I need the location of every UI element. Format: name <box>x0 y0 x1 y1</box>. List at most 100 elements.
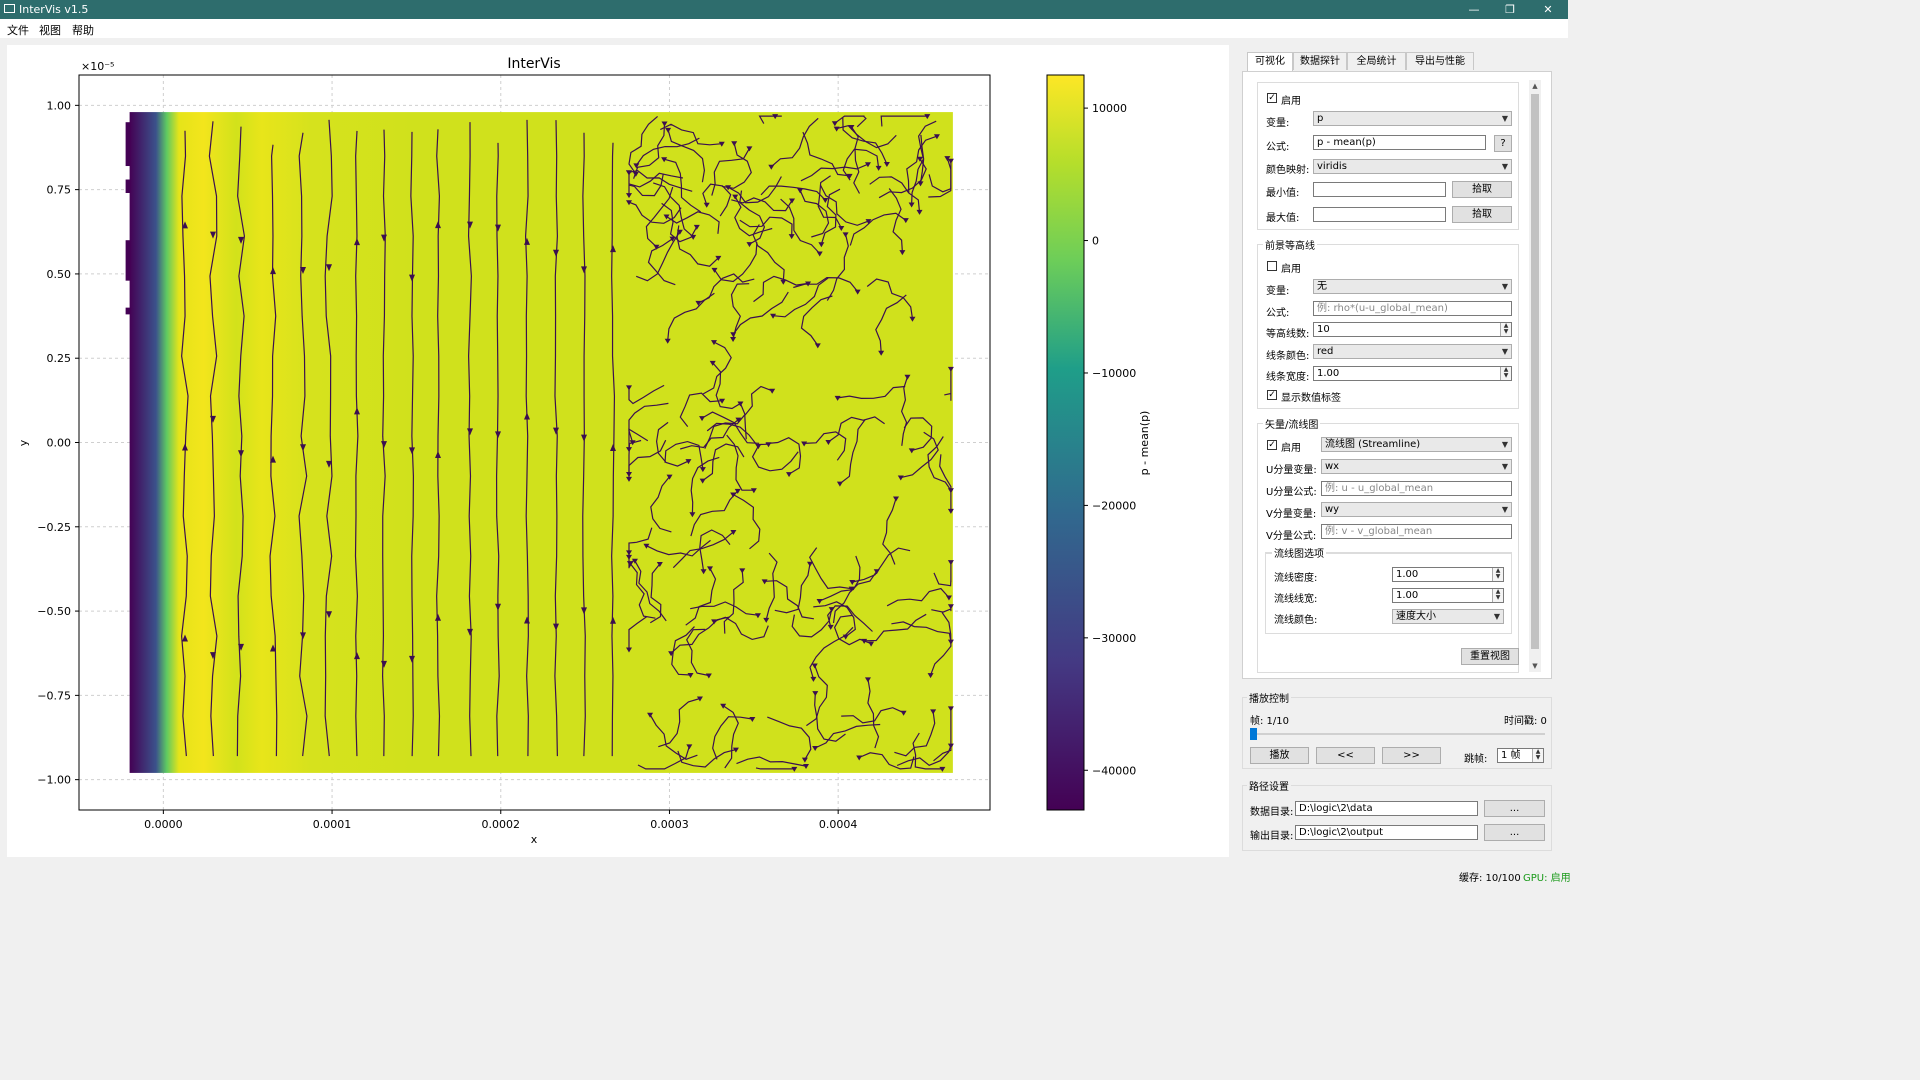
colormap-select[interactable]: viridis ▼ <box>1313 159 1512 174</box>
show-labels-checkbox[interactable]: ✓ <box>1267 390 1277 400</box>
restore-button[interactable]: ❐ <box>1505 3 1515 16</box>
min-value-input[interactable] <box>1313 182 1446 197</box>
streamline-arrow <box>626 647 632 653</box>
minimize-button[interactable]: — <box>1468 3 1480 16</box>
streamline <box>772 277 829 318</box>
browse-output-button[interactable]: ... <box>1484 824 1545 841</box>
u-formula-input[interactable]: 例: u - u_global_mean <box>1321 481 1512 496</box>
scroll-up-icon[interactable]: ▲ <box>1532 82 1538 90</box>
streamline-arrow <box>689 512 696 518</box>
streamline <box>852 547 911 583</box>
streamline <box>663 158 702 213</box>
plot-canvas[interactable]: 0.0000 0.0001 0.0002 0.0003 0.0004 1.00 0.75 0.… <box>7 45 1229 857</box>
skip-spinbox[interactable]: 1 帧 ▲ ▼ <box>1497 748 1544 763</box>
spin-arrows-icon[interactable]: ▲ ▼ <box>1500 367 1511 380</box>
menu-view[interactable]: 视图 <box>39 24 61 37</box>
streamline <box>836 125 897 149</box>
x-tick-label: 0.0004 <box>819 818 858 831</box>
data-dir-input[interactable]: D:\logic\2\data <box>1295 801 1478 816</box>
contour-formula-input[interactable]: 例: rho*(u-u_global_mean) <box>1313 301 1512 316</box>
streamline-arrow <box>381 441 387 449</box>
tab-global-stats[interactable]: 全局统计 <box>1347 52 1406 70</box>
streamline-arrow <box>849 580 856 586</box>
bg-enable-checkbox[interactable]: ✓ <box>1267 93 1277 103</box>
chevron-down-icon: ▼ <box>1501 505 1508 514</box>
v-formula-label: V分量公式: <box>1266 531 1317 542</box>
tab-data-probe[interactable]: 数据探针 <box>1293 52 1347 70</box>
streamline-arrow <box>816 599 823 605</box>
output-dir-input[interactable]: D:\logic\2\output <box>1295 825 1478 840</box>
line-width-spinbox[interactable]: 1.00 ▲ ▼ <box>1313 366 1512 381</box>
vector-mode-select[interactable]: 流线图 (Streamline) ▼ <box>1321 437 1512 452</box>
streamline <box>800 295 833 346</box>
menu-file[interactable]: 文件 <box>7 24 29 37</box>
colorbar-tick-label: 10000 <box>1092 102 1127 115</box>
pick-min-button[interactable]: 拾取 <box>1452 181 1512 198</box>
app-icon <box>4 4 15 13</box>
bg-var-select[interactable]: p ▼ <box>1313 111 1512 126</box>
contour-enable-checkbox[interactable] <box>1267 261 1277 271</box>
streamline <box>900 431 939 479</box>
streamline-arrow <box>801 757 808 763</box>
streamline <box>896 745 952 767</box>
formula-help-button[interactable]: ? <box>1494 135 1512 152</box>
stream-width-spinbox[interactable]: 1.00 ▲ ▼ <box>1392 588 1504 603</box>
streamline-arrow <box>807 561 814 567</box>
vector-enable-checkbox[interactable]: ✓ <box>1267 440 1277 450</box>
v-formula-input[interactable]: 例: v - v_global_mean <box>1321 524 1512 539</box>
streamline-arrow <box>626 193 632 199</box>
streamline-arrow <box>834 395 841 401</box>
spin-arrows-icon[interactable]: ▲ ▼ <box>1492 589 1503 602</box>
contour-var-select[interactable]: 无 ▼ <box>1313 279 1512 294</box>
tab-visualization[interactable]: 可视化 <box>1247 52 1293 72</box>
u-var-select[interactable]: wx ▼ <box>1321 459 1512 474</box>
streamline-arrow <box>707 566 714 572</box>
streamline-arrow <box>831 121 838 127</box>
menu-help[interactable]: 帮助 <box>72 24 94 37</box>
max-value-input[interactable] <box>1313 207 1446 222</box>
stream-density-spinbox[interactable]: 1.00 ▲ ▼ <box>1392 567 1504 582</box>
background-group <box>1257 82 1519 230</box>
next-frame-button[interactable]: >> <box>1382 747 1441 764</box>
reset-view-button[interactable]: 重置视图 <box>1461 648 1519 665</box>
bg-formula-input[interactable]: p - mean(p) <box>1313 135 1486 150</box>
tab-export-performance[interactable]: 导出与性能 <box>1406 52 1474 70</box>
streamline <box>900 376 909 446</box>
streamline-arrow <box>816 251 823 257</box>
close-button[interactable]: ✕ <box>1543 3 1553 16</box>
v-var-select[interactable]: wy ▼ <box>1321 502 1512 517</box>
streamline-arrow <box>780 279 787 285</box>
line-color-select[interactable]: red ▼ <box>1313 344 1512 359</box>
prev-frame-button[interactable]: << <box>1316 747 1375 764</box>
plot-svg[interactable]: 0.0000 0.0001 0.0002 0.0003 0.0004 1.00 0.75 0.… <box>7 45 1229 857</box>
streamline-arrow <box>626 476 632 482</box>
status-bar: 缓存: 10/100 GPU: 启用 <box>0 866 1571 884</box>
streamline <box>690 601 759 616</box>
spin-arrows-icon[interactable]: ▲ ▼ <box>1500 323 1511 336</box>
cmap-label: 颜色映射: <box>1266 165 1310 176</box>
spin-arrows-icon[interactable]: ▲ ▼ <box>1532 749 1543 762</box>
streamline <box>827 605 873 632</box>
streamline-arrow <box>663 214 670 220</box>
play-button[interactable]: 播放 <box>1250 747 1309 764</box>
scrollbar-thumb[interactable] <box>1531 94 1539 649</box>
browse-data-button[interactable]: ... <box>1484 800 1545 817</box>
output-dir-label: 输出目录: <box>1250 831 1294 842</box>
streamline-arrow <box>947 560 954 566</box>
panel-scrollbar[interactable]: ▲ ▼ <box>1529 80 1541 672</box>
stream-color-select[interactable]: 速度大小 ▼ <box>1392 609 1504 624</box>
streamline <box>867 679 880 749</box>
streamlines <box>181 114 954 772</box>
streamline-arrow <box>711 619 718 625</box>
spin-arrows-icon[interactable]: ▲ ▼ <box>1492 568 1503 581</box>
streamline-arrow <box>754 613 761 619</box>
frame-slider-handle[interactable] <box>1250 728 1257 740</box>
pick-max-button[interactable]: 拾取 <box>1452 206 1512 223</box>
contour-levels-spinbox[interactable]: 10 ▲ ▼ <box>1313 322 1512 337</box>
streamline-arrow <box>947 639 954 645</box>
scroll-down-icon[interactable]: ▼ <box>1532 662 1538 670</box>
streamline <box>770 117 819 168</box>
streamline-arrow <box>524 616 530 624</box>
frame-slider-track[interactable] <box>1250 733 1545 735</box>
streamline-arrow <box>801 441 808 447</box>
